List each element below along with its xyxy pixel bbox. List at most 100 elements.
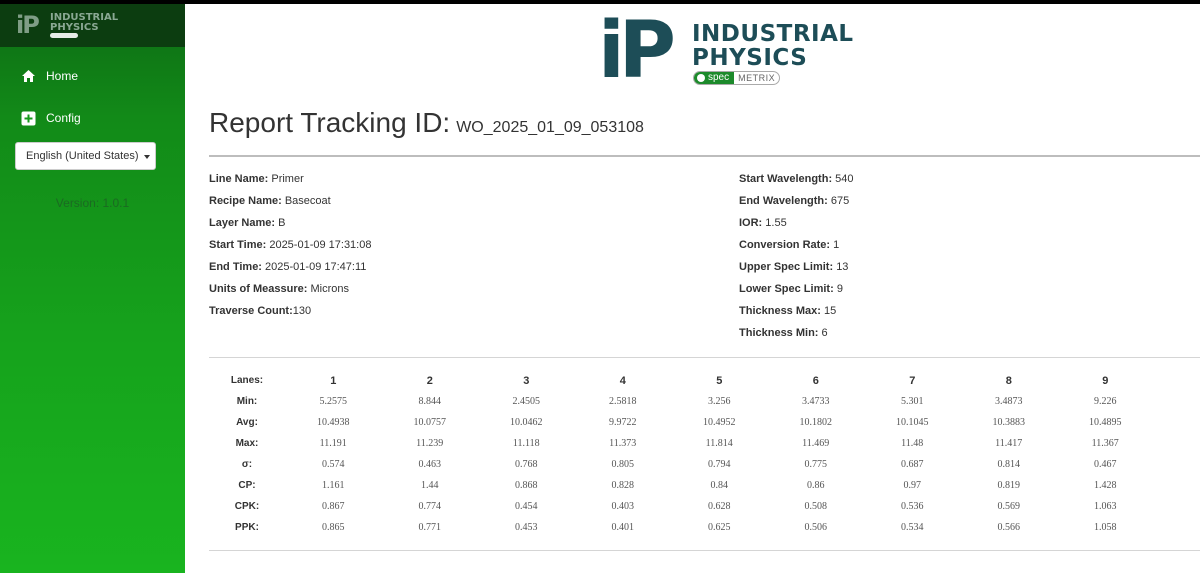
specmetrix-badge: spec METRIX <box>693 71 781 85</box>
table-cell: 10.1045 <box>896 417 929 428</box>
sidebar-item-label: Config <box>46 111 81 125</box>
table-cell: 5.2575 <box>319 396 348 407</box>
brand-logo-name: INDUSTRIAL PHYSICS <box>692 22 854 70</box>
info-upper-spec-limit: Upper Spec Limit: 13 <box>739 261 849 273</box>
language-dropdown[interactable]: English (United States) <box>15 142 156 170</box>
sidebar-logo-spec-badge <box>50 33 78 38</box>
table-cell: 0.454 <box>515 501 538 512</box>
info-right: Start Wavelength: 540 End Wavelength: 67… <box>739 172 854 348</box>
version-label: Version: 1.0.1 <box>55 196 130 210</box>
info-line-name: Line Name: Primer <box>209 173 304 185</box>
sidebar-item-home[interactable]: Home <box>20 68 78 84</box>
page-title-label: Report Tracking ID: <box>209 107 451 138</box>
lane-header: 3 <box>523 374 530 387</box>
sidebar-logo-line2: PHYSICS <box>50 22 99 33</box>
table-cell: 11.417 <box>995 438 1023 449</box>
info-thickness-min: Thickness Min: 6 <box>739 327 828 339</box>
main-content: iP INDUSTRIAL PHYSICS spec METRIX Report… <box>185 4 1200 573</box>
table-cell: 0.569 <box>997 501 1021 512</box>
spec-part: spec <box>694 72 735 84</box>
row-label: PPK: <box>235 522 259 533</box>
table-cell: 0.86 <box>807 480 825 491</box>
info-start-wavelength: Start Wavelength: 540 <box>739 173 854 185</box>
sidebar-item-config[interactable]: Config <box>20 110 81 126</box>
table-cell: 0.536 <box>901 501 924 512</box>
table-cell: 1.058 <box>1094 522 1117 533</box>
table-cell: 11.814 <box>705 438 733 449</box>
table-cell: 11.118 <box>512 438 540 449</box>
row-label: CP: <box>238 480 256 491</box>
table-cell: 0.401 <box>611 522 635 533</box>
info-end-wavelength: End Wavelength: 675 <box>739 195 850 207</box>
row-label: Min: <box>236 396 258 407</box>
brand-line2: PHYSICS <box>692 45 808 71</box>
table-cell: 10.0757 <box>413 417 447 428</box>
info-ior: IOR: 1.55 <box>739 217 787 229</box>
sidebar-logo-line1: INDUSTRIAL <box>50 12 119 23</box>
table-cell: 0.814 <box>997 459 1021 470</box>
info-thickness-max: Thickness Max: 15 <box>739 305 837 317</box>
table-row: Max: 11.191 11.239 11.118 11.373 11.814 11.469… <box>209 433 1154 454</box>
lane-header: 7 <box>909 374 916 387</box>
table-cell: 0.97 <box>903 480 922 491</box>
lane-header: 2 <box>426 374 433 387</box>
lane-header: 6 <box>812 374 819 387</box>
table-cell: 10.4938 <box>317 417 350 428</box>
divider <box>209 550 1200 551</box>
table-row: CPK: 0.867 0.774 0.454 0.403 0.628 0.508 0.536 0… <box>209 496 1154 517</box>
table-cell: 10.4952 <box>703 417 736 428</box>
lane-header: 8 <box>1005 374 1012 387</box>
lane-header: 9 <box>1102 374 1109 387</box>
table-cell: 11.367 <box>1091 438 1119 449</box>
table-cell: 10.3883 <box>992 417 1026 428</box>
divider <box>209 155 1200 157</box>
table-cell: 0.534 <box>901 522 924 533</box>
table-cell: 1.44 <box>421 480 439 491</box>
table-cell: 1.063 <box>1094 501 1117 512</box>
brand-line1: INDUSTRIAL <box>692 21 854 47</box>
language-selected: English (United States) <box>26 150 139 162</box>
table-cell: 0.774 <box>418 501 442 512</box>
lane-header: 1 <box>330 374 337 387</box>
table-cell: 10.4895 <box>1089 417 1122 428</box>
sidebar-logo[interactable]: iP INDUSTRIAL PHYSICS <box>0 4 185 47</box>
table-cell: 0.453 <box>515 522 538 533</box>
row-label: CPK: <box>234 501 260 512</box>
table-row: CP: 1.161 1.44 0.868 0.828 0.84 0.86 0.97 0.819 1… <box>209 475 1154 496</box>
table-cell: 0.771 <box>418 522 442 533</box>
table-cell: 0.506 <box>804 522 828 533</box>
table-cell: 0.463 <box>418 459 442 470</box>
table-row: σ: 0.574 0.463 0.768 0.805 0.794 0.775 0.687 0.8… <box>209 454 1154 475</box>
table-cell: 0.625 <box>708 522 731 533</box>
plus-square-icon <box>20 110 36 126</box>
table-cell: 9.9722 <box>609 417 637 428</box>
lane-header: 4 <box>619 374 626 387</box>
sidebar-logo-mark: iP <box>16 11 40 39</box>
table-cell: 0.867 <box>322 501 345 512</box>
table-cell: 0.628 <box>708 501 731 512</box>
table-cell: 0.574 <box>322 459 345 470</box>
table-row: PPK: 0.865 0.771 0.453 0.401 0.625 0.506 0.534 0… <box>209 517 1154 538</box>
table-cell: 0.828 <box>611 480 635 491</box>
row-label: Max: <box>235 438 259 449</box>
info-conversion-rate: Conversion Rate: 1 <box>739 239 840 251</box>
tracking-id: WO_2025_01_09_053108 <box>456 119 644 136</box>
lane-header: 5 <box>716 374 723 387</box>
sidebar: iP INDUSTRIAL PHYSICS Home Config Englis… <box>0 4 185 573</box>
sidebar-item-label: Home <box>46 69 79 83</box>
table-cell: 10.0462 <box>510 417 543 428</box>
table-header-row: Lanes: 1 2 3 4 5 6 7 8 9 <box>209 370 1154 391</box>
spec-dot-icon <box>697 74 705 82</box>
table-cell: 11.373 <box>609 438 637 449</box>
table-cell: 3.4733 <box>802 396 830 407</box>
table-cell: 1.161 <box>322 480 345 491</box>
row-label: Avg: <box>236 417 258 428</box>
table-cell: 0.805 <box>611 459 635 470</box>
table-cell: 2.5818 <box>609 396 637 407</box>
info-lower-spec-limit: Lower Spec Limit: 9 <box>739 283 843 295</box>
spec-text: spec <box>708 72 730 83</box>
lanes-label: Lanes: <box>230 375 264 386</box>
table-cell: 0.775 <box>804 459 828 470</box>
info-recipe-name: Recipe Name: Basecoat <box>209 195 331 207</box>
table-cell: 1.428 <box>1094 480 1117 491</box>
